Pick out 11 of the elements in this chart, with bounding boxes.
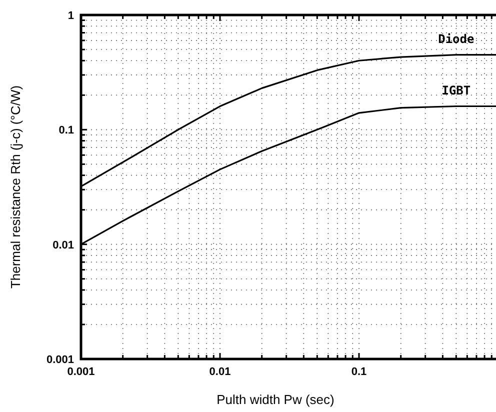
x-tick-label: 0.1 (351, 366, 367, 378)
y-tick-label: 0.01 (52, 239, 74, 252)
series-label: IGBT (442, 83, 471, 98)
x-tick-label: 0.001 (67, 366, 95, 378)
x-tick-label: 0.01 (209, 366, 231, 378)
x-axis-title: Pulth width Pw (sec) (216, 392, 334, 407)
y-axis-title: Thermal resistance Rth (j-c) (°C/W) (8, 85, 23, 289)
y-tick-label: 1 (68, 10, 74, 22)
y-tick-label: 0.001 (46, 354, 74, 366)
y-tick-label: 0.1 (58, 124, 74, 137)
legend-label: Diode (438, 32, 474, 46)
